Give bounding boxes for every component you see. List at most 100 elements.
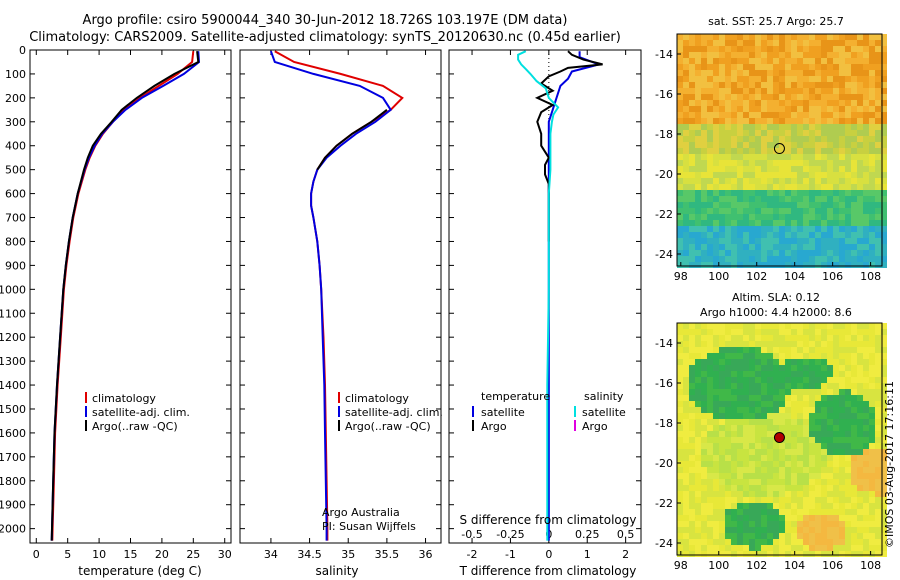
map-cell (689, 196, 695, 202)
map-cell (773, 443, 779, 449)
map-cell (731, 82, 737, 88)
map-cell (809, 142, 815, 148)
map-cell (785, 250, 791, 256)
map-cell (761, 497, 767, 503)
map-cell (791, 461, 797, 467)
map-cell (809, 545, 815, 551)
map-cell (869, 58, 875, 64)
map-cell (803, 431, 809, 437)
map-cell (869, 106, 875, 112)
map-cell (713, 425, 719, 431)
map-cell (827, 256, 833, 262)
map-cell (779, 491, 785, 497)
map-cell (791, 455, 797, 461)
map-cell (725, 118, 731, 124)
map-cell (689, 244, 695, 250)
map-cell (881, 335, 887, 341)
map-cell (689, 148, 695, 154)
map-cell (689, 521, 695, 527)
map-cell (701, 485, 707, 491)
map-cell (839, 40, 845, 46)
argo-position-marker (773, 432, 785, 444)
map-cell (689, 142, 695, 148)
map-cell (815, 166, 821, 172)
map-cell (791, 202, 797, 208)
map-cell (803, 347, 809, 353)
map-cell (875, 383, 881, 389)
map-cell (707, 154, 713, 160)
map-cell (863, 389, 869, 395)
map-cell (677, 232, 683, 238)
map-cell (779, 76, 785, 82)
map-cell (809, 250, 815, 256)
map-cell (839, 449, 845, 455)
map-cell (875, 58, 881, 64)
map-cell (749, 256, 755, 262)
map-cell (725, 491, 731, 497)
map-cell (683, 389, 689, 395)
map-cell (719, 214, 725, 220)
map-cell (731, 533, 737, 539)
map-cell (701, 365, 707, 371)
map-cell (791, 262, 797, 268)
map-cell (821, 160, 827, 166)
map-cell (749, 401, 755, 407)
map-cell (881, 94, 887, 100)
map-cell (695, 341, 701, 347)
map-cell (815, 335, 821, 341)
map-cell (749, 509, 755, 515)
map-cell (845, 497, 851, 503)
map-cell (785, 329, 791, 335)
map-cell (869, 503, 875, 509)
depth-tick-label: 800 (5, 235, 26, 248)
map-cell (815, 154, 821, 160)
map-cell (707, 34, 713, 40)
map-cell (851, 118, 857, 124)
map-cell (803, 341, 809, 347)
map-cell (719, 485, 725, 491)
map-cell (827, 515, 833, 521)
map-cell (815, 160, 821, 166)
map-cell (677, 208, 683, 214)
map-cell (869, 244, 875, 250)
map-cell (737, 491, 743, 497)
map-cell (851, 449, 857, 455)
map-cell (707, 419, 713, 425)
map-cell (779, 82, 785, 88)
map-cell (875, 407, 881, 413)
map-cell (737, 395, 743, 401)
map-cell (719, 329, 725, 335)
map-cell (731, 262, 737, 268)
series-line-argo-raw-qc- (316, 109, 388, 171)
map-cell (743, 449, 749, 455)
map-cell (869, 172, 875, 178)
map-cell (851, 395, 857, 401)
map-cell (737, 220, 743, 226)
map-cell (839, 262, 845, 268)
map-cell (869, 443, 875, 449)
map-cell (797, 100, 803, 106)
map-cell (743, 473, 749, 479)
map-cell (845, 214, 851, 220)
map-cell (791, 82, 797, 88)
map-cell (785, 76, 791, 82)
map-cell (683, 497, 689, 503)
map-cell (713, 431, 719, 437)
map-cell (809, 220, 815, 226)
map-cell (773, 196, 779, 202)
map-cell (857, 455, 863, 461)
map-cell (755, 112, 761, 118)
map-cell (869, 515, 875, 521)
map-cell (695, 94, 701, 100)
map-cell (701, 256, 707, 262)
map-cell (725, 220, 731, 226)
map-cell (881, 449, 887, 455)
map-cell (755, 347, 761, 353)
map-cell (683, 58, 689, 64)
map-cell (725, 521, 731, 527)
map-cell (725, 515, 731, 521)
map-cell (689, 52, 695, 58)
map-cell (725, 202, 731, 208)
map-cell (797, 142, 803, 148)
map-cell (773, 178, 779, 184)
